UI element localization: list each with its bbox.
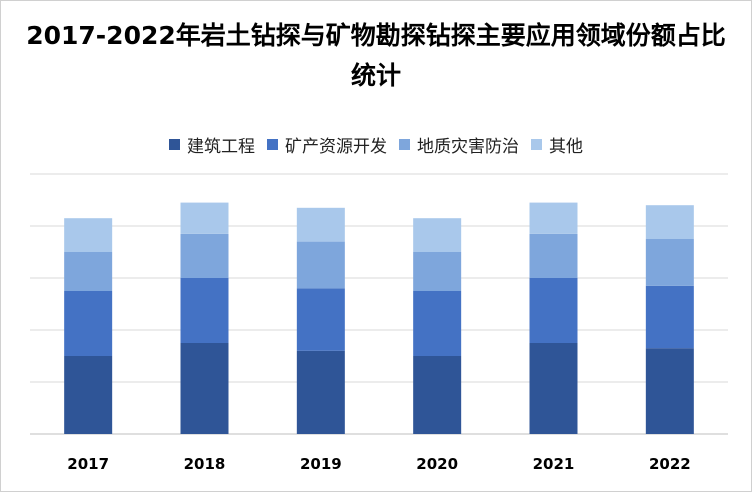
bar-2020-series-0 [413, 356, 462, 434]
bar-2021-series-0 [529, 343, 578, 434]
x-tick-label-2021: 2021 [533, 455, 575, 473]
legend-swatch-3 [531, 139, 542, 150]
x-tick-label-2017: 2017 [67, 455, 109, 473]
legend-swatch-0 [169, 139, 180, 150]
bar-2019-series-1 [296, 288, 345, 351]
x-tick-label-2020: 2020 [416, 455, 458, 473]
bar-2020-series-2 [413, 252, 462, 291]
bar-2017-series-1 [64, 291, 113, 356]
bar-2019-series-0 [296, 350, 345, 434]
bar-2018-series-1 [180, 278, 229, 343]
chart-title: 2017-2022年岩土钻探与矿物勘探钻探主要应用领域份额占比统计 [26, 21, 726, 90]
bar-2022-series-1 [645, 285, 694, 349]
bar-2017-series-3 [64, 218, 113, 252]
legend-swatch-1 [267, 139, 278, 150]
bar-2021-series-1 [529, 278, 578, 343]
x-tick-label-2019: 2019 [300, 455, 342, 473]
legend-swatch-2 [399, 139, 410, 150]
bar-2021-series-2 [529, 233, 578, 278]
bar-2018-series-3 [180, 202, 229, 234]
chart-legend: 建筑工程 矿产资源开发 地质灾害防治 其他 [0, 132, 752, 157]
bar-2020-series-3 [413, 218, 462, 252]
bar-2022-series-0 [645, 348, 694, 434]
bar-2019-series-3 [296, 207, 345, 242]
legend-label-1: 矿产资源开发 [285, 137, 387, 157]
legend-label-2: 地质灾害防治 [417, 137, 519, 157]
legend-item-0: 建筑工程 [169, 132, 255, 157]
bar-2018-series-2 [180, 233, 229, 278]
legend-item-2: 地质灾害防治 [399, 132, 519, 157]
bar-2017-series-2 [64, 252, 113, 291]
bar-2019-series-2 [296, 241, 345, 289]
bar-2022-series-2 [645, 239, 694, 286]
bar-2018-series-0 [180, 343, 229, 434]
legend-item-3: 其他 [531, 132, 583, 157]
x-tick-label-2018: 2018 [184, 455, 226, 473]
bar-2020-series-1 [413, 291, 462, 356]
bar-2017-series-0 [64, 356, 113, 434]
legend-label-0: 建筑工程 [187, 137, 255, 157]
legend-item-1: 矿产资源开发 [267, 132, 387, 157]
bar-2021-series-3 [529, 202, 578, 234]
bar-2022-series-3 [645, 205, 694, 239]
x-tick-label-2022: 2022 [649, 455, 691, 473]
legend-label-3: 其他 [549, 137, 583, 157]
